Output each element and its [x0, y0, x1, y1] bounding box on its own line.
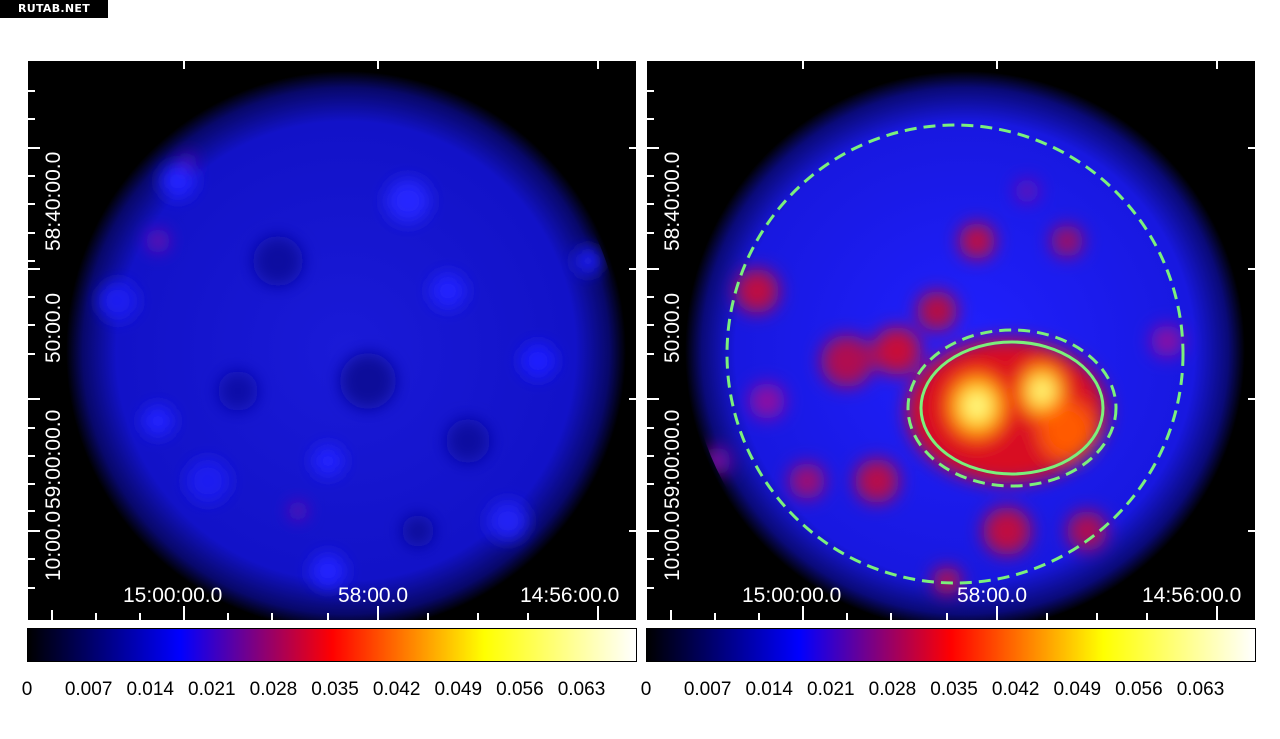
right-colorbar-tick-3: 0.021: [807, 679, 855, 700]
right-y-label-4: 10:00.0: [661, 510, 684, 581]
left-xray-map: [28, 61, 636, 620]
right-y-label-1: 58:40:00.0: [661, 151, 684, 251]
left-colorbar-tick-3: 0.021: [188, 679, 236, 700]
right-colorbar-tick-1: 0.007: [683, 679, 732, 700]
right-colorbar-tick-2: 0.014: [745, 679, 793, 700]
left-colorbar-tick-2: 0.014: [126, 679, 174, 700]
left-colorbar-tick-0: 0: [21, 679, 33, 700]
left-x-label-2: 58:00.0: [338, 584, 409, 607]
left-y-label-1: 58:40:00.0: [42, 151, 65, 251]
right-y-label-3: 59:00:00.0: [661, 409, 684, 509]
right-xray-map: [647, 61, 1255, 620]
outer-background-region: [725, 123, 1185, 585]
left-x-label-3: 14:56:00.0: [520, 584, 620, 607]
left-colorbar-tick-9: 0.063: [557, 679, 606, 700]
right-colorbar-tick-4: 0.028: [868, 679, 917, 700]
left-colorbar-tick-1: 0.007: [64, 679, 113, 700]
left-colorbar-tick-5: 0.035: [311, 679, 359, 700]
left-y-label-3: 59:00:00.0: [42, 409, 65, 509]
right-colorbar-tick-0: 0: [640, 679, 652, 700]
left-colorbar-tick-4: 0.028: [249, 679, 298, 700]
right-image-panel: 58:40:00.0 50:00.0 59:00:00.0 10:00.0 15…: [647, 61, 1255, 620]
watermark-logo: RUTAB.NET: [0, 0, 108, 18]
right-x-label-1: 15:00:00.0: [742, 584, 842, 607]
right-x-label-2: 58:00.0: [957, 584, 1028, 607]
right-colorbar-tick-5: 0.035: [930, 679, 978, 700]
right-colorbar: [646, 628, 1256, 662]
inner-solid-region: [919, 340, 1105, 476]
left-colorbar-tick-8: 0.056: [496, 679, 544, 700]
left-colorbar-tick-6: 0.042: [372, 679, 421, 700]
right-colorbar-tick-9: 0.063: [1176, 679, 1225, 700]
right-y-label-2: 50:00.0: [661, 292, 684, 363]
right-colorbar-tick-7: 0.049: [1053, 679, 1102, 700]
left-x-label-1: 15:00:00.0: [123, 584, 223, 607]
left-image-panel: 58:40:00.0 50:00.0 59:00:00.0 10:00.0 15…: [28, 61, 636, 620]
left-colorbar: [27, 628, 637, 662]
right-colorbar-tick-8: 0.056: [1115, 679, 1163, 700]
right-x-label-3: 14:56:00.0: [1142, 584, 1242, 607]
left-y-label-4: 10:00.0: [42, 510, 65, 581]
right-colorbar-tick-6: 0.042: [991, 679, 1040, 700]
left-colorbar-tick-7: 0.049: [434, 679, 483, 700]
left-y-label-2: 50:00.0: [42, 292, 65, 363]
middle-dashed-region: [906, 328, 1118, 488]
